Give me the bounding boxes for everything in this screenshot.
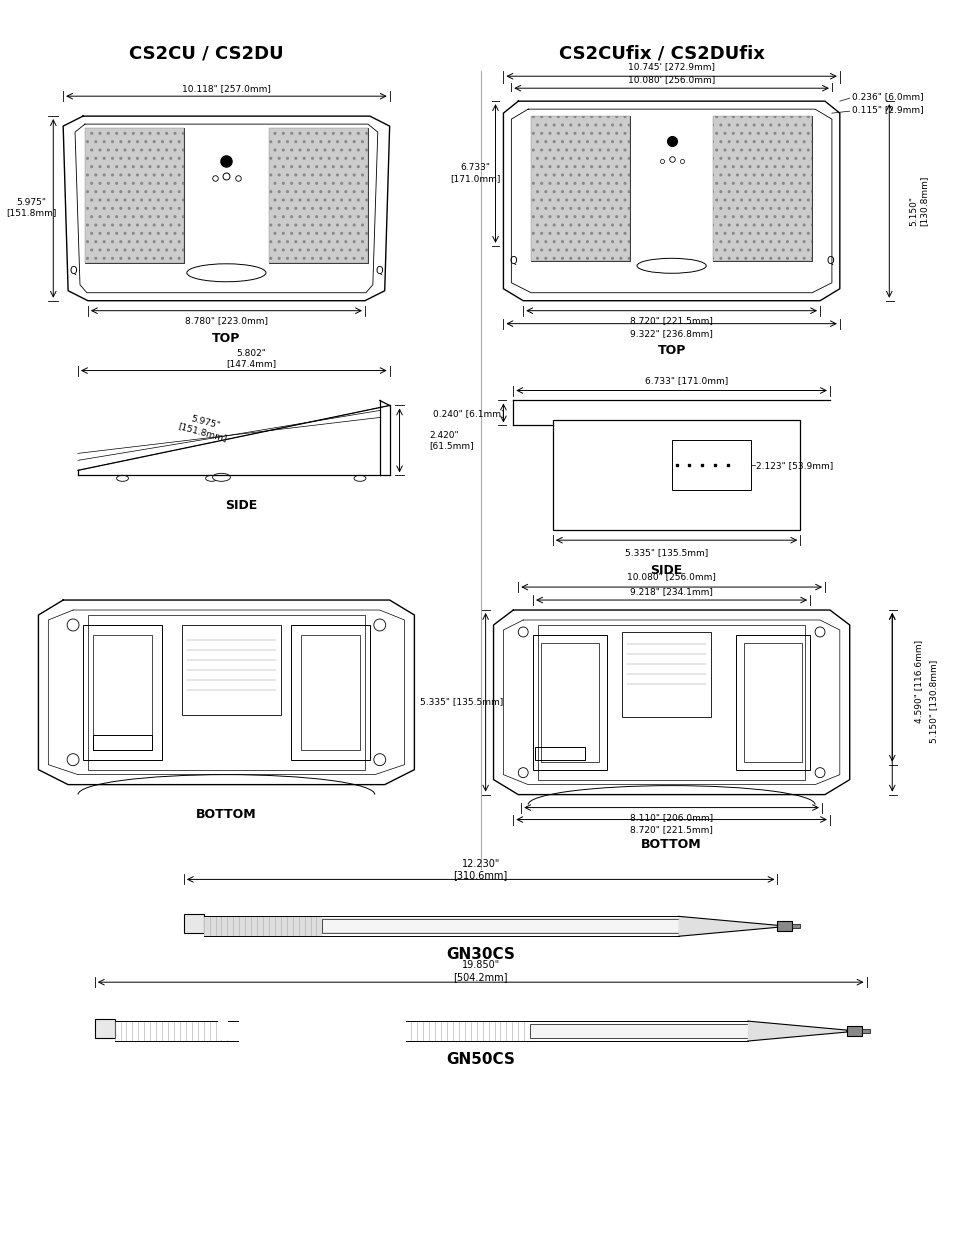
Bar <box>531 116 629 261</box>
Bar <box>533 635 607 769</box>
Text: 8.720" [221.5mm]: 8.720" [221.5mm] <box>630 825 712 834</box>
Text: TOP: TOP <box>212 332 240 345</box>
Text: GN50CS: GN50CS <box>446 1051 515 1067</box>
Text: 0.236" [6.0mm]: 0.236" [6.0mm] <box>851 91 923 101</box>
Text: 19.850"
[504.2mm]: 19.850" [504.2mm] <box>453 961 507 982</box>
Text: 4.590" [116.6mm]: 4.590" [116.6mm] <box>913 640 923 724</box>
Bar <box>540 643 598 762</box>
Bar <box>85 128 184 263</box>
Text: BOTTOM: BOTTOM <box>640 839 701 851</box>
Text: 5.335" [135.5mm]: 5.335" [135.5mm] <box>624 547 707 557</box>
Text: 2.420"
[61.5mm]: 2.420" [61.5mm] <box>429 431 474 450</box>
Text: 0.240" [6.1mm]: 0.240" [6.1mm] <box>433 409 504 417</box>
Bar <box>735 635 809 769</box>
Text: 5.335" [135.5mm]: 5.335" [135.5mm] <box>420 698 503 706</box>
Bar <box>777 921 792 931</box>
Bar <box>94 1019 114 1039</box>
Polygon shape <box>678 916 777 936</box>
Bar <box>537 625 804 779</box>
Text: 6.733" [171.0mm]: 6.733" [171.0mm] <box>644 375 727 385</box>
Text: Q: Q <box>509 256 517 266</box>
Bar <box>846 1026 861 1036</box>
Text: SIDE: SIDE <box>650 563 682 577</box>
Bar <box>535 747 584 760</box>
Bar <box>713 116 811 261</box>
Bar <box>184 914 203 934</box>
Bar <box>530 1024 747 1039</box>
Text: TOP: TOP <box>657 345 685 357</box>
Bar <box>743 643 801 762</box>
Bar <box>671 441 750 490</box>
Bar <box>713 116 811 261</box>
Text: Q: Q <box>70 266 77 275</box>
Text: BOTTOM: BOTTOM <box>196 808 256 821</box>
Bar <box>88 615 365 769</box>
Text: 5.150"
[130.8mm]: 5.150" [130.8mm] <box>908 175 927 226</box>
Text: 8.780" [223.0mm]: 8.780" [223.0mm] <box>185 316 268 325</box>
Ellipse shape <box>206 475 217 482</box>
Bar <box>92 635 152 750</box>
Text: 10.080' [256.0mm]: 10.080' [256.0mm] <box>627 74 715 84</box>
Text: GN30CS: GN30CS <box>446 947 515 962</box>
Text: 8.110" [206.0mm]: 8.110" [206.0mm] <box>629 813 713 823</box>
Bar <box>291 625 370 760</box>
Bar <box>92 735 152 750</box>
Text: 0.115" [2.9mm]: 0.115" [2.9mm] <box>851 105 923 114</box>
Text: 10.118" [257.0mm]: 10.118" [257.0mm] <box>182 84 271 93</box>
Bar <box>269 128 368 263</box>
Bar <box>553 420 800 530</box>
Bar <box>182 625 280 715</box>
Bar <box>85 128 184 263</box>
Text: 5.975"
[151.8mm]: 5.975" [151.8mm] <box>176 411 231 443</box>
Text: 9.322" [236.8mm]: 9.322" [236.8mm] <box>630 330 712 338</box>
Text: 5.802"
[147.4mm]: 5.802" [147.4mm] <box>226 348 276 368</box>
Text: 10.080" [256.0mm]: 10.080" [256.0mm] <box>626 573 716 582</box>
Text: Q: Q <box>375 266 383 275</box>
Text: 8.720" [221.5mm]: 8.720" [221.5mm] <box>630 316 712 325</box>
Bar <box>792 924 800 929</box>
Text: 5.975"
[151.8mm]: 5.975" [151.8mm] <box>7 199 56 217</box>
Text: 12.230"
[310.6mm]: 12.230" [310.6mm] <box>453 858 507 881</box>
Bar <box>621 632 710 716</box>
Text: Q: Q <box>825 256 833 266</box>
Text: CS2CUfix / CS2DUfix: CS2CUfix / CS2DUfix <box>558 44 764 62</box>
Text: 2.123" [53.9mm]: 2.123" [53.9mm] <box>755 461 832 469</box>
Text: SIDE: SIDE <box>225 499 257 511</box>
Ellipse shape <box>354 475 366 482</box>
Bar <box>83 625 162 760</box>
Text: CS2CU / CS2DU: CS2CU / CS2DU <box>130 44 284 62</box>
Bar <box>269 128 368 263</box>
Ellipse shape <box>213 473 230 482</box>
Text: 9.218" [234.1mm]: 9.218" [234.1mm] <box>630 588 712 597</box>
Text: 10.745' [272.9mm]: 10.745' [272.9mm] <box>627 62 715 70</box>
Bar <box>300 635 359 750</box>
Polygon shape <box>747 1021 846 1041</box>
Bar <box>861 1029 868 1032</box>
Bar <box>322 919 678 934</box>
Text: 6.733"
[171.0mm]: 6.733" [171.0mm] <box>450 163 500 183</box>
Text: 5.150" [130.8mm]: 5.150" [130.8mm] <box>928 661 937 743</box>
Bar <box>531 116 629 261</box>
Ellipse shape <box>116 475 129 482</box>
